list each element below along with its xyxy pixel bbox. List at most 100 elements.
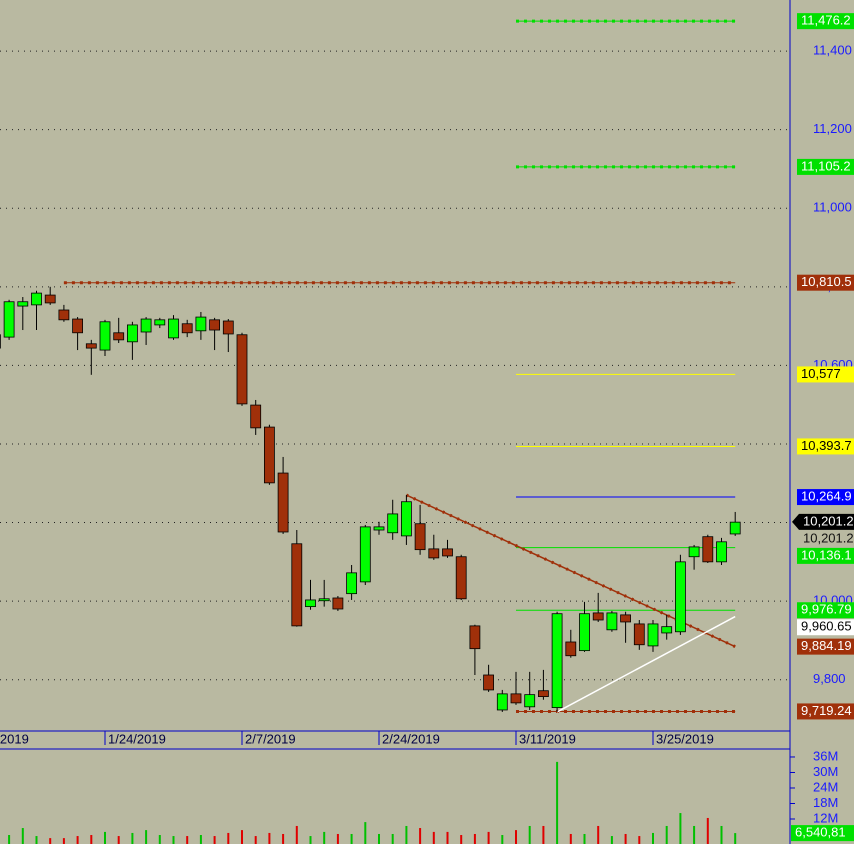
volume-bar	[720, 825, 723, 844]
volume-bar	[473, 833, 476, 844]
candle-body	[359, 526, 371, 583]
volume-bar	[268, 832, 271, 844]
volume-bar	[131, 832, 134, 844]
volume-bar	[501, 835, 504, 844]
candle-body	[702, 536, 714, 563]
volume-bar	[172, 836, 175, 844]
level-label: 9,719.24	[801, 703, 852, 718]
y-tick-label: 12M	[813, 810, 838, 825]
volume-bar	[610, 836, 613, 844]
candle-body	[17, 301, 29, 307]
candle-body	[85, 343, 97, 349]
candle-body	[291, 543, 303, 627]
candle-body	[620, 614, 631, 623]
volume-bar	[446, 831, 449, 844]
x-tick-label: 2/24/2019	[382, 731, 440, 746]
candle-body	[168, 318, 179, 339]
volume-bar	[405, 825, 408, 844]
volume-bar	[213, 836, 216, 844]
volume-bar	[295, 825, 298, 844]
volume-bar	[665, 825, 668, 844]
volume-bar	[624, 833, 627, 844]
candle-body	[661, 626, 673, 634]
candle-body	[140, 318, 152, 333]
candle-body	[181, 323, 193, 334]
y-tick-label: 11,200	[813, 121, 852, 136]
candle-body	[538, 690, 549, 698]
level-label: 10,577	[801, 366, 841, 381]
candle-body	[633, 623, 645, 646]
volume-bar	[419, 828, 422, 844]
candle-body	[318, 598, 330, 602]
volume-bar	[186, 836, 189, 844]
candle-body	[483, 674, 495, 691]
last-price-tag	[792, 513, 854, 530]
level-tag	[797, 158, 854, 175]
x-tick-label: 3/11/2019	[519, 731, 576, 746]
volume-bar	[734, 833, 737, 844]
candle-body	[442, 548, 453, 557]
candle-body	[496, 693, 508, 711]
candle-body	[414, 523, 426, 551]
candle-body	[3, 301, 15, 338]
volume-bar	[515, 830, 517, 844]
candle-body	[305, 599, 316, 608]
volume-bar	[528, 825, 531, 844]
volume-tag	[791, 825, 854, 842]
candle-body	[154, 319, 166, 326]
y-tick-label: 30M	[813, 764, 838, 779]
candle-body	[209, 319, 221, 331]
y-tick-label: 36M	[813, 748, 838, 763]
candle-body	[44, 294, 56, 304]
volume-bar	[460, 835, 463, 844]
volume-bar	[309, 836, 312, 844]
candle-body	[400, 501, 412, 537]
level-tag	[797, 703, 854, 720]
candle-body	[729, 521, 741, 535]
candle-body	[263, 426, 275, 484]
volume-bar	[432, 831, 435, 844]
volume-bar	[227, 832, 230, 844]
volume-bar	[556, 761, 559, 844]
y-tick-label: 11,000	[813, 200, 852, 215]
y-tick-label: 18M	[813, 795, 838, 810]
candle-body	[99, 321, 111, 351]
candle-body	[647, 623, 659, 647]
candle-body	[222, 320, 234, 335]
y-tick-label: 9,800	[813, 671, 846, 686]
volume-bar	[241, 830, 243, 844]
candle-body	[688, 546, 700, 558]
volume-bar	[323, 831, 326, 844]
volume-pane	[8, 761, 737, 844]
volume-bar	[254, 836, 257, 844]
candle-body	[127, 324, 138, 343]
candle-body	[565, 641, 577, 657]
volume-bar	[542, 825, 545, 844]
volume-bar	[104, 831, 106, 844]
level-tag	[797, 13, 854, 30]
candle-body	[551, 613, 563, 709]
x-tick-label: 3/25/2019	[656, 731, 714, 746]
volume-bar	[199, 835, 202, 844]
price-pane	[0, 19, 790, 713]
candle-body	[346, 572, 358, 595]
trend-tag	[797, 619, 854, 636]
volume-bar	[638, 836, 641, 844]
level-label: 10,264.9	[801, 488, 852, 503]
candle-body	[58, 309, 70, 321]
candle-body	[455, 556, 467, 600]
volume-bar	[21, 828, 24, 844]
candle-body	[524, 694, 536, 708]
volume-bar	[158, 835, 161, 844]
price-tags: 11,476.2 11,105.2 10,810.5 10,577 10,393.7 10…	[791, 13, 854, 842]
volume-bar	[706, 817, 709, 844]
last-price-text: 10,201.2	[803, 530, 854, 545]
trend-tag	[797, 638, 854, 655]
y-tick-label: 11,400	[813, 43, 852, 58]
candle-body	[277, 472, 289, 533]
level-label: 11,476.2	[801, 13, 851, 28]
volume-bar	[583, 833, 586, 844]
candle-body	[332, 597, 344, 610]
candle-body	[387, 513, 399, 534]
volume-bar	[652, 832, 654, 844]
